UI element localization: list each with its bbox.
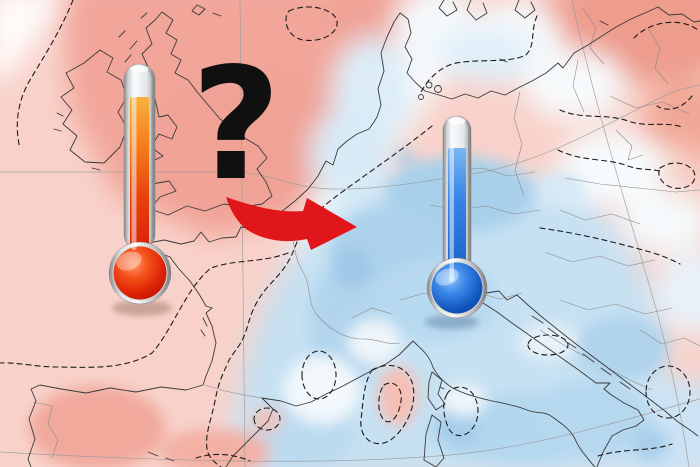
coastline-ireland bbox=[53, 49, 128, 171]
danish-island bbox=[434, 85, 442, 93]
hot-thermometer-icon bbox=[108, 63, 172, 316]
coastline-france-iberia bbox=[27, 211, 282, 467]
cold-thermometer-bulb bbox=[431, 262, 483, 314]
cold-thermometer-shadow bbox=[425, 315, 479, 329]
hot-thermometer-shadow bbox=[112, 300, 172, 316]
cold-thermometer-icon bbox=[425, 115, 488, 329]
coastline-italy-east-balkans bbox=[447, 290, 699, 467]
coastline-scandinavia bbox=[438, 0, 609, 63]
arrow-icon bbox=[226, 197, 357, 250]
danish-island bbox=[425, 81, 433, 89]
question-mark: ? bbox=[191, 34, 281, 215]
coastline-med-france-italy-west bbox=[261, 340, 596, 467]
trend-arrow bbox=[226, 197, 357, 250]
coastline-corsica-sardinia bbox=[423, 371, 446, 467]
hot-thermometer-bulb bbox=[113, 246, 167, 300]
coastline-great-britain bbox=[118, 4, 273, 216]
coastlines bbox=[27, 0, 700, 467]
coastline-northsea-baltic bbox=[280, 6, 700, 213]
danish-island bbox=[418, 94, 424, 100]
